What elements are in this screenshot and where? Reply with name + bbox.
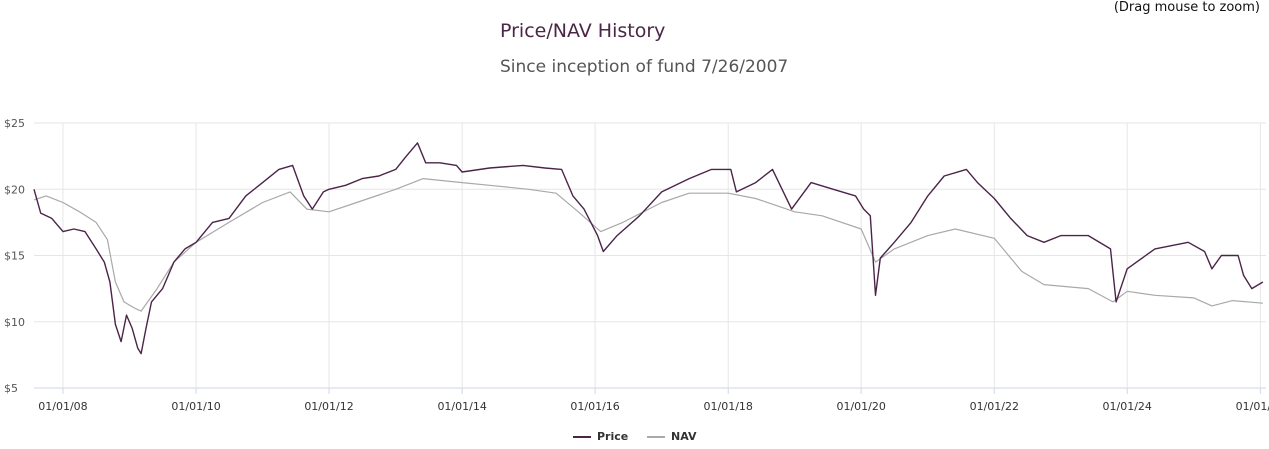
y-axis: $5 $10 $15 $20 $25 (4, 117, 25, 395)
x-tick-label: 01/01/08 (38, 400, 87, 413)
legend-swatch-nav (647, 435, 665, 438)
y-tick-label: $20 (4, 183, 25, 196)
legend-label-price: Price (597, 430, 629, 443)
legend-swatch-price (573, 435, 591, 438)
chart-title: Price/NAV History (500, 20, 666, 42)
y-tick-label: $25 (4, 117, 25, 130)
x-tick-label: 01/01/10 (171, 400, 220, 413)
legend-label-nav: NAV (671, 430, 697, 443)
y-tick-label: $15 (4, 250, 25, 263)
x-tick-label: 01/01/14 (437, 400, 486, 413)
x-tick-label: 01/01/18 (704, 400, 753, 413)
x-tick-label: 01/01/24 (1103, 400, 1152, 413)
x-tick-label: 01/01/26 (1236, 400, 1269, 413)
x-tick-label: 01/01/16 (570, 400, 619, 413)
x-tick-label: 01/01/20 (836, 400, 885, 413)
price-nav-chart[interactable]: $5$10$15$20$25 01/01/08 01/01/10 01/01/12 0… (0, 0, 1269, 430)
series-line-nav[interactable] (33, 178, 1263, 312)
chart-grid (34, 122, 1266, 389)
x-axis: 01/01/08 01/01/10 01/01/12 01/01/14 01/01/16… (38, 388, 1269, 413)
chart-legend: Price NAV (0, 430, 1269, 446)
y-tick-label: $10 (4, 316, 25, 329)
legend-item-price[interactable]: Price (573, 430, 628, 443)
y-tick-label: $5 (4, 382, 18, 395)
chart-subtitle: Since inception of fund 7/26/2007 (500, 57, 789, 77)
chart-series (33, 142, 1264, 355)
series-line-price[interactable] (33, 142, 1264, 355)
zoom-hint: (Drag mouse to zoom) (1113, 0, 1260, 15)
x-tick-label: 01/01/22 (970, 400, 1019, 413)
x-tick-label: 01/01/12 (304, 400, 353, 413)
legend-item-nav[interactable]: NAV (647, 430, 697, 443)
